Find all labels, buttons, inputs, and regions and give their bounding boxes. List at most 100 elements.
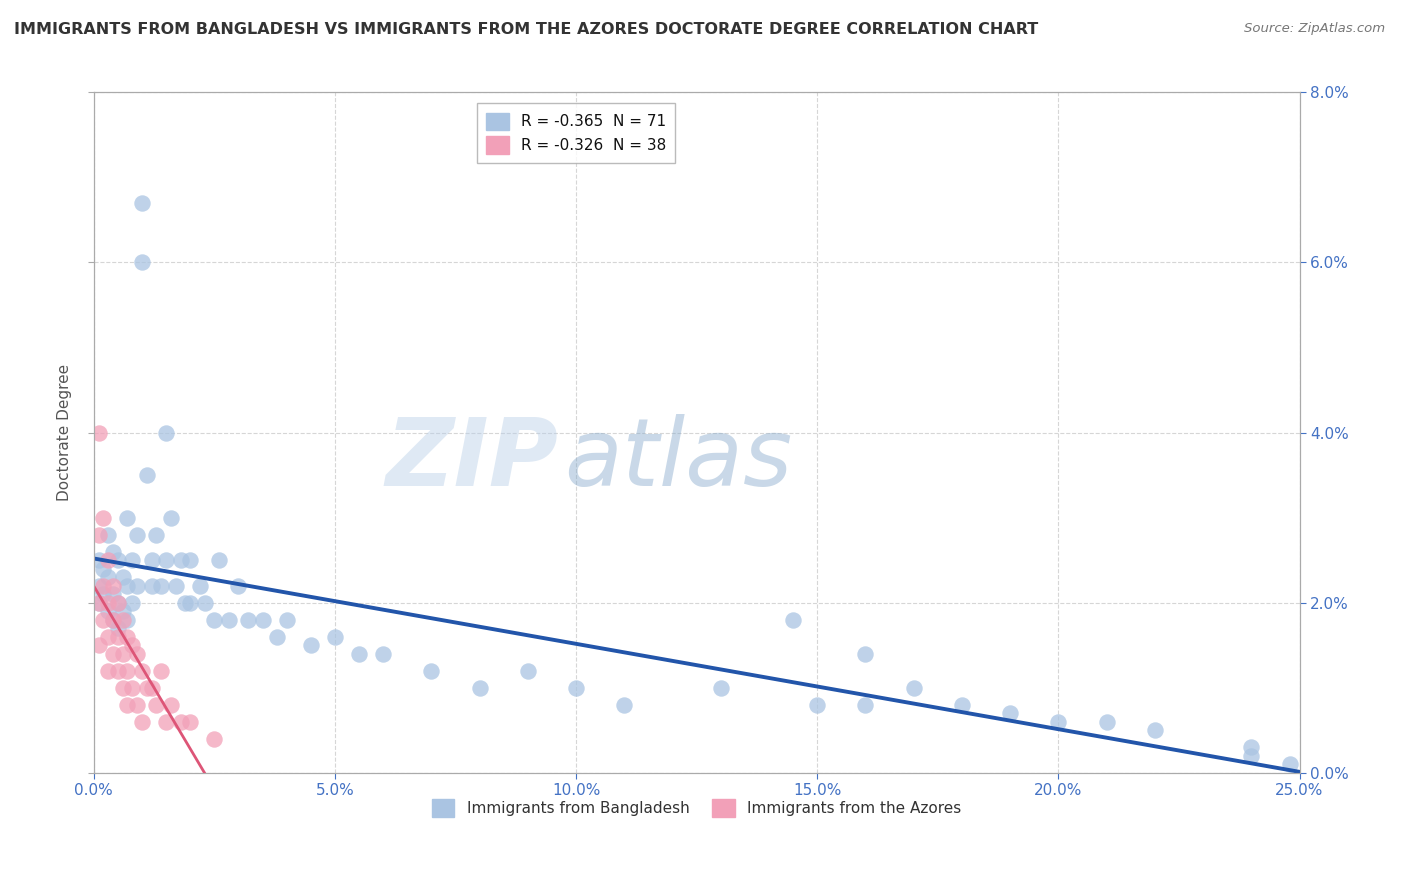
Point [117,510,139,524]
Legend: Immigrants from Bangladesh, Immigrants from the Azores: Immigrants from Bangladesh, Immigrants f… [426,793,967,823]
Point [117,630,139,644]
Point [1095,714,1118,729]
Point [950,698,973,712]
Text: atlas: atlas [564,414,792,505]
Point [208,553,231,567]
Point [97,527,120,541]
Point [179,714,201,729]
Point [150,664,173,678]
Point [87,553,110,567]
Point [117,613,139,627]
Point [194,596,217,610]
Point [179,596,201,610]
Point [1143,723,1166,738]
Point [107,621,129,635]
Point [160,510,183,524]
Point [710,681,733,695]
Point [127,647,149,661]
Point [101,587,124,601]
Point [111,613,134,627]
Point [111,604,134,618]
Point [903,681,925,695]
Point [87,596,110,610]
Point [145,527,167,541]
Point [468,681,491,695]
Point [252,613,274,627]
Point [160,698,183,712]
Point [101,579,124,593]
Point [97,570,120,584]
Point [155,553,177,567]
Point [131,255,153,269]
Point [323,630,346,644]
Point [565,681,588,695]
Point [169,553,191,567]
Text: IMMIGRANTS FROM BANGLADESH VS IMMIGRANTS FROM THE AZORES DOCTORATE DEGREE CORREL: IMMIGRANTS FROM BANGLADESH VS IMMIGRANTS… [14,22,1038,37]
Point [1278,757,1301,772]
Point [782,613,804,627]
Point [117,579,139,593]
Point [371,647,394,661]
Point [121,596,143,610]
Point [93,561,115,575]
Point [107,664,129,678]
Point [135,468,157,483]
Point [299,638,322,652]
Point [107,553,129,567]
Point [93,587,115,601]
Point [1047,714,1070,729]
Point [111,647,134,661]
Point [613,698,636,712]
Point [266,630,288,644]
Point [121,638,143,652]
Point [117,698,139,712]
Point [97,553,120,567]
Point [107,630,129,644]
Point [97,596,120,610]
Point [121,553,143,567]
Point [87,596,110,610]
Y-axis label: Doctorate Degree: Doctorate Degree [58,364,72,501]
Point [188,579,211,593]
Point [87,425,110,440]
Point [179,553,201,567]
Point [202,613,225,627]
Point [87,527,110,541]
Point [121,681,143,695]
Point [93,510,115,524]
Point [101,613,124,627]
Point [111,570,134,584]
Point [131,714,153,729]
Point [117,664,139,678]
Point [111,681,134,695]
Point [218,613,240,627]
Point [107,596,129,610]
Point [174,596,197,610]
Point [141,681,163,695]
Point [276,613,298,627]
Point [127,527,149,541]
Point [347,647,370,661]
Point [420,664,443,678]
Point [1240,748,1263,763]
Point [101,647,124,661]
Point [141,553,163,567]
Point [127,579,149,593]
Point [165,579,187,593]
Point [150,579,173,593]
Point [93,613,115,627]
Point [855,698,877,712]
Point [107,596,129,610]
Point [141,579,163,593]
Point [87,579,110,593]
Point [155,425,177,440]
Point [855,647,877,661]
Point [202,731,225,746]
Point [998,706,1021,721]
Point [93,579,115,593]
Point [131,664,153,678]
Point [97,630,120,644]
Point [127,698,149,712]
Point [145,698,167,712]
Point [236,613,259,627]
